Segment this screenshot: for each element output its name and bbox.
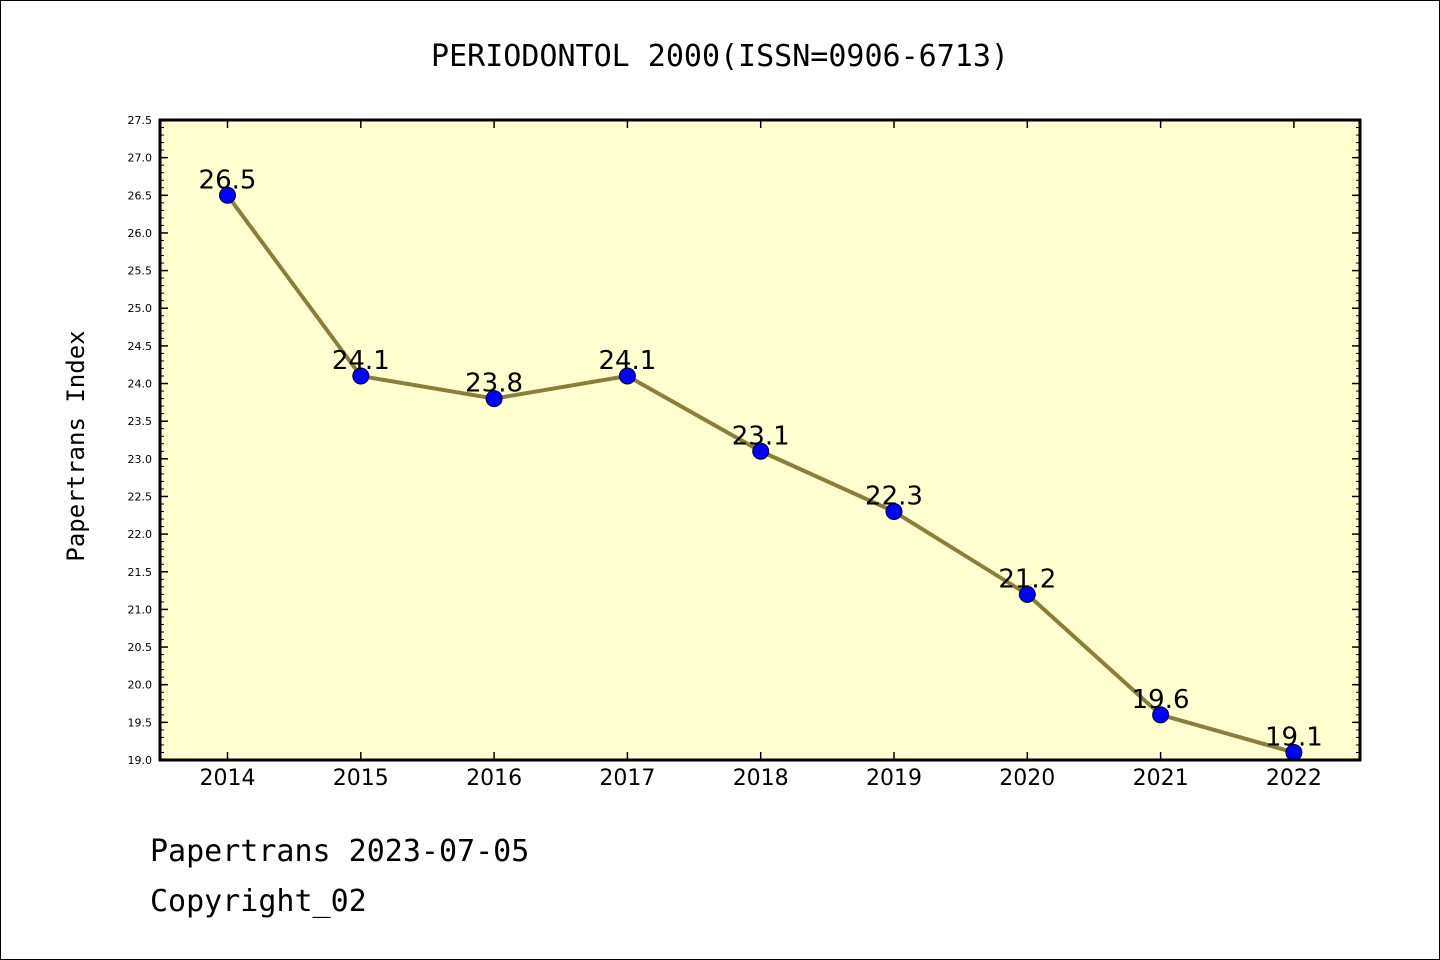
data-label: 23.8 [465, 369, 523, 399]
data-label: 24.1 [598, 346, 656, 376]
x-tick-label: 2022 [1266, 766, 1322, 791]
y-tick-label: 19.5 [128, 716, 153, 729]
data-point [885, 503, 903, 521]
footer-date: Papertrans 2023-07-05 [150, 834, 530, 869]
x-tick-label: 2020 [999, 766, 1055, 791]
data-points [219, 186, 1303, 761]
x-tick-label: 2017 [599, 766, 655, 791]
x-tick-label: 2018 [733, 766, 789, 791]
y-tick-label: 19.0 [128, 754, 153, 767]
data-label: 19.6 [1132, 685, 1190, 715]
plot-border [158, 118, 1362, 762]
data-label: 19.1 [1265, 722, 1323, 752]
data-point [752, 442, 770, 460]
x-tick-label: 2021 [1133, 766, 1189, 791]
x-tick-label: 2019 [866, 766, 922, 791]
y-tick-label: 24.0 [128, 378, 153, 391]
y-tick-label: 25.0 [128, 302, 153, 315]
data-label: 21.2 [998, 564, 1056, 594]
data-point [1018, 585, 1036, 603]
y-tick-label: 22.5 [128, 490, 153, 503]
data-label: 24.1 [332, 346, 390, 376]
y-tick-label: 27.5 [128, 114, 153, 127]
y-tick-label: 21.0 [128, 603, 153, 616]
data-point [618, 367, 636, 385]
data-point [219, 186, 236, 204]
data-label: 26.5 [199, 165, 257, 195]
data-labels: 26.5 24.1 23.8 24.1 23.1 22.3 21.2 19.6 19.1 [199, 165, 1323, 752]
y-tick-label: 25.5 [128, 265, 153, 278]
x-tick-label: 2014 [200, 766, 256, 791]
x-tick-label: 2016 [466, 766, 522, 791]
y-tick-label: 26.0 [128, 227, 153, 240]
y-tick-label: 20.5 [128, 641, 153, 654]
chart-title: PERIODONTOL 2000(ISSN=0906-6713) [431, 39, 1009, 74]
y-axis-label: Papertrans Index [62, 330, 90, 561]
x-axis: 2014 2015 2016 2017 2018 2019 2020 2021 2022 [200, 120, 1322, 791]
y-tick-label: 24.5 [128, 340, 153, 353]
y-tick-label: 23.0 [128, 453, 153, 466]
data-point [1152, 706, 1170, 724]
data-label: 23.1 [732, 421, 790, 451]
x-tick-label: 2015 [333, 766, 389, 791]
y-tick-label: 27.0 [128, 152, 153, 165]
data-point [485, 390, 503, 408]
y-tick-label: 22.0 [128, 528, 153, 541]
y-tick-label: 26.5 [128, 189, 153, 202]
y-tick-label: 23.5 [128, 415, 153, 428]
y-tick-label: 20.0 [128, 679, 153, 692]
data-point [352, 367, 370, 385]
y-tick-label: 21.5 [128, 566, 153, 579]
data-label: 22.3 [865, 482, 923, 512]
footer-copyright: Copyright_02 [150, 884, 367, 919]
plot-area [160, 120, 1360, 760]
